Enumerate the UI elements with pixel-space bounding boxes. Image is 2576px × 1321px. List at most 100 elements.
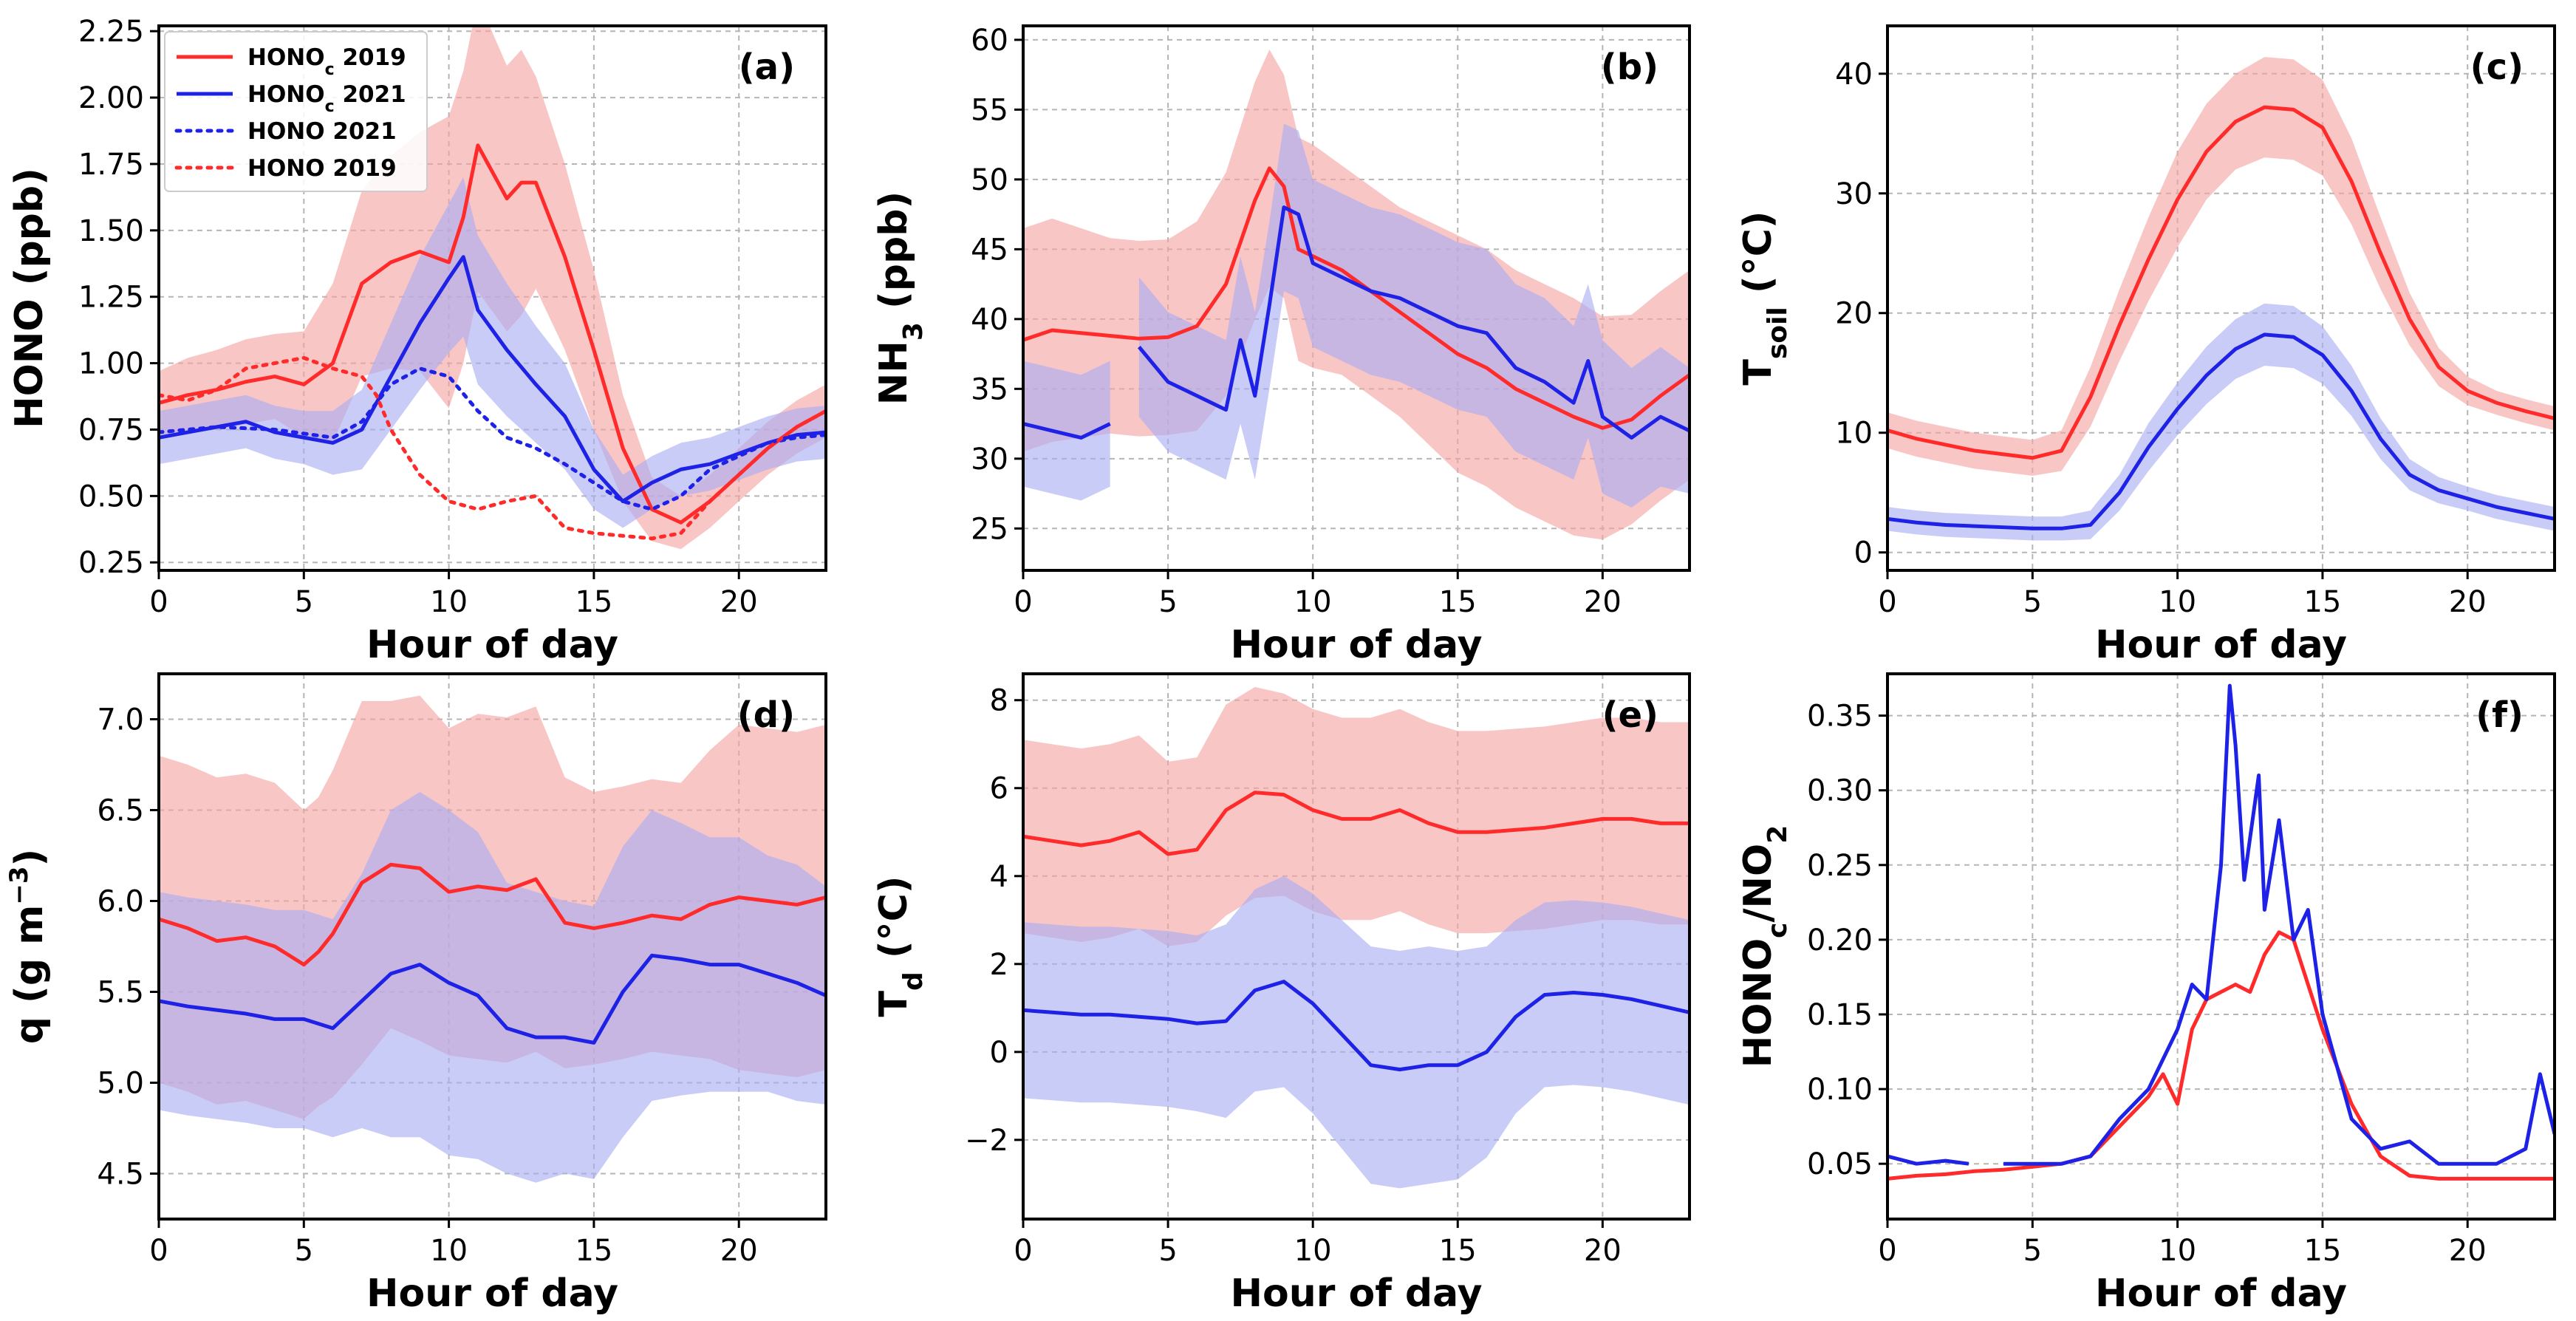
x-tick-label: 20: [2449, 585, 2487, 619]
y-tick-label: 40: [1835, 58, 1873, 92]
x-tick-label: 5: [1158, 1234, 1177, 1268]
line-nh3-2021: [1023, 422, 1111, 440]
x-tick-label: 15: [2303, 585, 2341, 619]
x-axis-label: Hour of day: [2095, 623, 2347, 667]
axes-frame: [157, 672, 827, 1221]
legend-entry: HONOc 2021: [247, 81, 406, 116]
x-axis-label: Hour of day: [366, 1271, 618, 1316]
x-tick-label: 5: [1158, 585, 1177, 619]
x-tick-label: 20: [1584, 585, 1622, 619]
y-tick-label: 40: [971, 303, 1008, 337]
y-tick-label: 1.50: [78, 214, 144, 248]
y-tick-label: 5.0: [97, 1067, 144, 1101]
x-axis-label: Hour of day: [1230, 623, 1482, 667]
plot-area: [1887, 57, 2555, 541]
y-tick-label: 1.25: [78, 281, 144, 315]
x-tick-label: 0: [1878, 1234, 1896, 1268]
x-tick-label: 20: [720, 585, 758, 619]
y-tick-label: 55: [971, 93, 1008, 127]
y-tick-label: 10: [1835, 417, 1873, 451]
x-tick-label: 5: [295, 1234, 313, 1268]
line-honoc-2021: [159, 255, 826, 504]
y-tick-label: 1.75: [78, 148, 144, 182]
x-tick-label: 15: [2303, 1234, 2341, 1268]
line-ratio-2019: [1887, 930, 2555, 1181]
y-tick-label: 2.00: [78, 81, 144, 115]
y-tick-label: 6.0: [97, 885, 144, 919]
plot-area: [1887, 683, 2555, 1181]
panel-label: (c): [2470, 47, 2524, 88]
panel-label: (f): [2476, 694, 2524, 736]
chart-panel-2: 0 5 10 15 20 25 30 35 40 45 50 55 60 Hour of day NH3 (…: [872, 24, 1691, 667]
x-tick-label: 5: [2023, 1234, 2042, 1268]
y-tick-label: 0.25: [78, 546, 144, 580]
y-tick-label: 0.35: [1807, 700, 1873, 734]
y-tick-label: 35: [971, 372, 1008, 406]
y-tick-label: 0.10: [1807, 1073, 1873, 1107]
x-tick-label: 10: [430, 1234, 468, 1268]
y-tick-label: 25: [971, 512, 1008, 546]
plot-area: [159, 26, 826, 550]
panel-label: (e): [1602, 694, 1658, 736]
line-td-2021: [1023, 980, 1690, 1072]
y-tick-label: 7.0: [97, 703, 144, 737]
y-tick-label: 1.00: [78, 347, 144, 381]
line-hono-2021: [159, 366, 826, 511]
line-honoc-2019: [159, 143, 826, 525]
panel-label: (b): [1601, 47, 1658, 88]
y-tick-label: 0.50: [78, 479, 144, 513]
y-tick-label: 50: [971, 163, 1008, 197]
y-tick-label: 0.20: [1807, 924, 1873, 958]
plot-area: [1023, 50, 1690, 540]
x-axis-label: Hour of day: [1230, 1271, 1482, 1316]
axes-frame: [1886, 672, 2556, 1221]
line-hono-2019: [159, 355, 826, 541]
y-tick-label: 6: [990, 772, 1008, 806]
x-tick-label: 0: [1878, 585, 1896, 619]
y-tick-label: 30: [1835, 177, 1873, 211]
line-ratio-2021: [1887, 1154, 1969, 1166]
plot-area: [1023, 686, 1690, 1189]
band-tsoil-2021: [1887, 303, 2555, 541]
x-tick-label: 0: [149, 585, 168, 619]
legend-entry: HONO 2021: [247, 118, 397, 145]
y-tick-label: 8: [990, 684, 1008, 718]
y-tick-label: 6.5: [97, 794, 144, 828]
x-tick-label: 0: [1014, 585, 1032, 619]
y-tick-label: 0: [990, 1036, 1008, 1070]
x-tick-label: 20: [2449, 1234, 2487, 1268]
x-tick-label: 15: [1439, 1234, 1477, 1268]
chart-panel-3: 0 5 10 15 20 0 10 20 30 40 Hour of day Tsoil (°C) (c…: [1736, 24, 2556, 667]
y-axis-label: q (g m−3): [4, 849, 52, 1045]
chart-panel-1: 0 5 10 15 20 0.25 0.50 0.75 1.00 1.25 1.50 1.75 2.00…: [7, 15, 827, 667]
axes-frame: [1022, 672, 1691, 1221]
line-tsoil-2019: [1887, 105, 2555, 460]
x-tick-label: 10: [1294, 585, 1332, 619]
y-tick-label: 0: [1854, 536, 1873, 570]
panel-label: (a): [739, 47, 795, 88]
y-tick-label: 0.75: [78, 413, 144, 447]
line-ratio-2021: [2003, 683, 2555, 1166]
y-tick-label: 20: [1835, 297, 1873, 331]
band-nh3-2021: [1138, 123, 1690, 508]
x-tick-label: 5: [295, 585, 313, 619]
y-tick-label: 4: [990, 860, 1008, 894]
y-axis-label: Td (°C): [872, 875, 929, 1017]
y-tick-label: 0.05: [1807, 1147, 1873, 1181]
axes-frame: [157, 24, 827, 572]
band-td-2019: [1023, 686, 1690, 946]
y-axis-label: HONOc/NO2: [1736, 825, 1793, 1068]
y-tick-label: 0.30: [1807, 774, 1873, 808]
x-tick-label: 0: [149, 1234, 168, 1268]
legend-entry: HONOc 2019: [247, 44, 406, 79]
band-nh3-2021: [1023, 361, 1110, 501]
line-q-2019: [159, 862, 826, 967]
x-axis-label: Hour of day: [366, 623, 618, 667]
line-tsoil-2021: [1887, 332, 2555, 530]
chart-panel-4: 0 5 10 15 20 4.5 5.0 5.5 6.0 6.5 7.0 Hour of day q (…: [4, 672, 827, 1316]
line-q-2021: [159, 953, 826, 1045]
y-axis-label: NH3 (ppb): [872, 191, 929, 405]
y-axis-label: HONO (ppb): [7, 168, 52, 429]
y-tick-label: −2: [965, 1124, 1008, 1158]
